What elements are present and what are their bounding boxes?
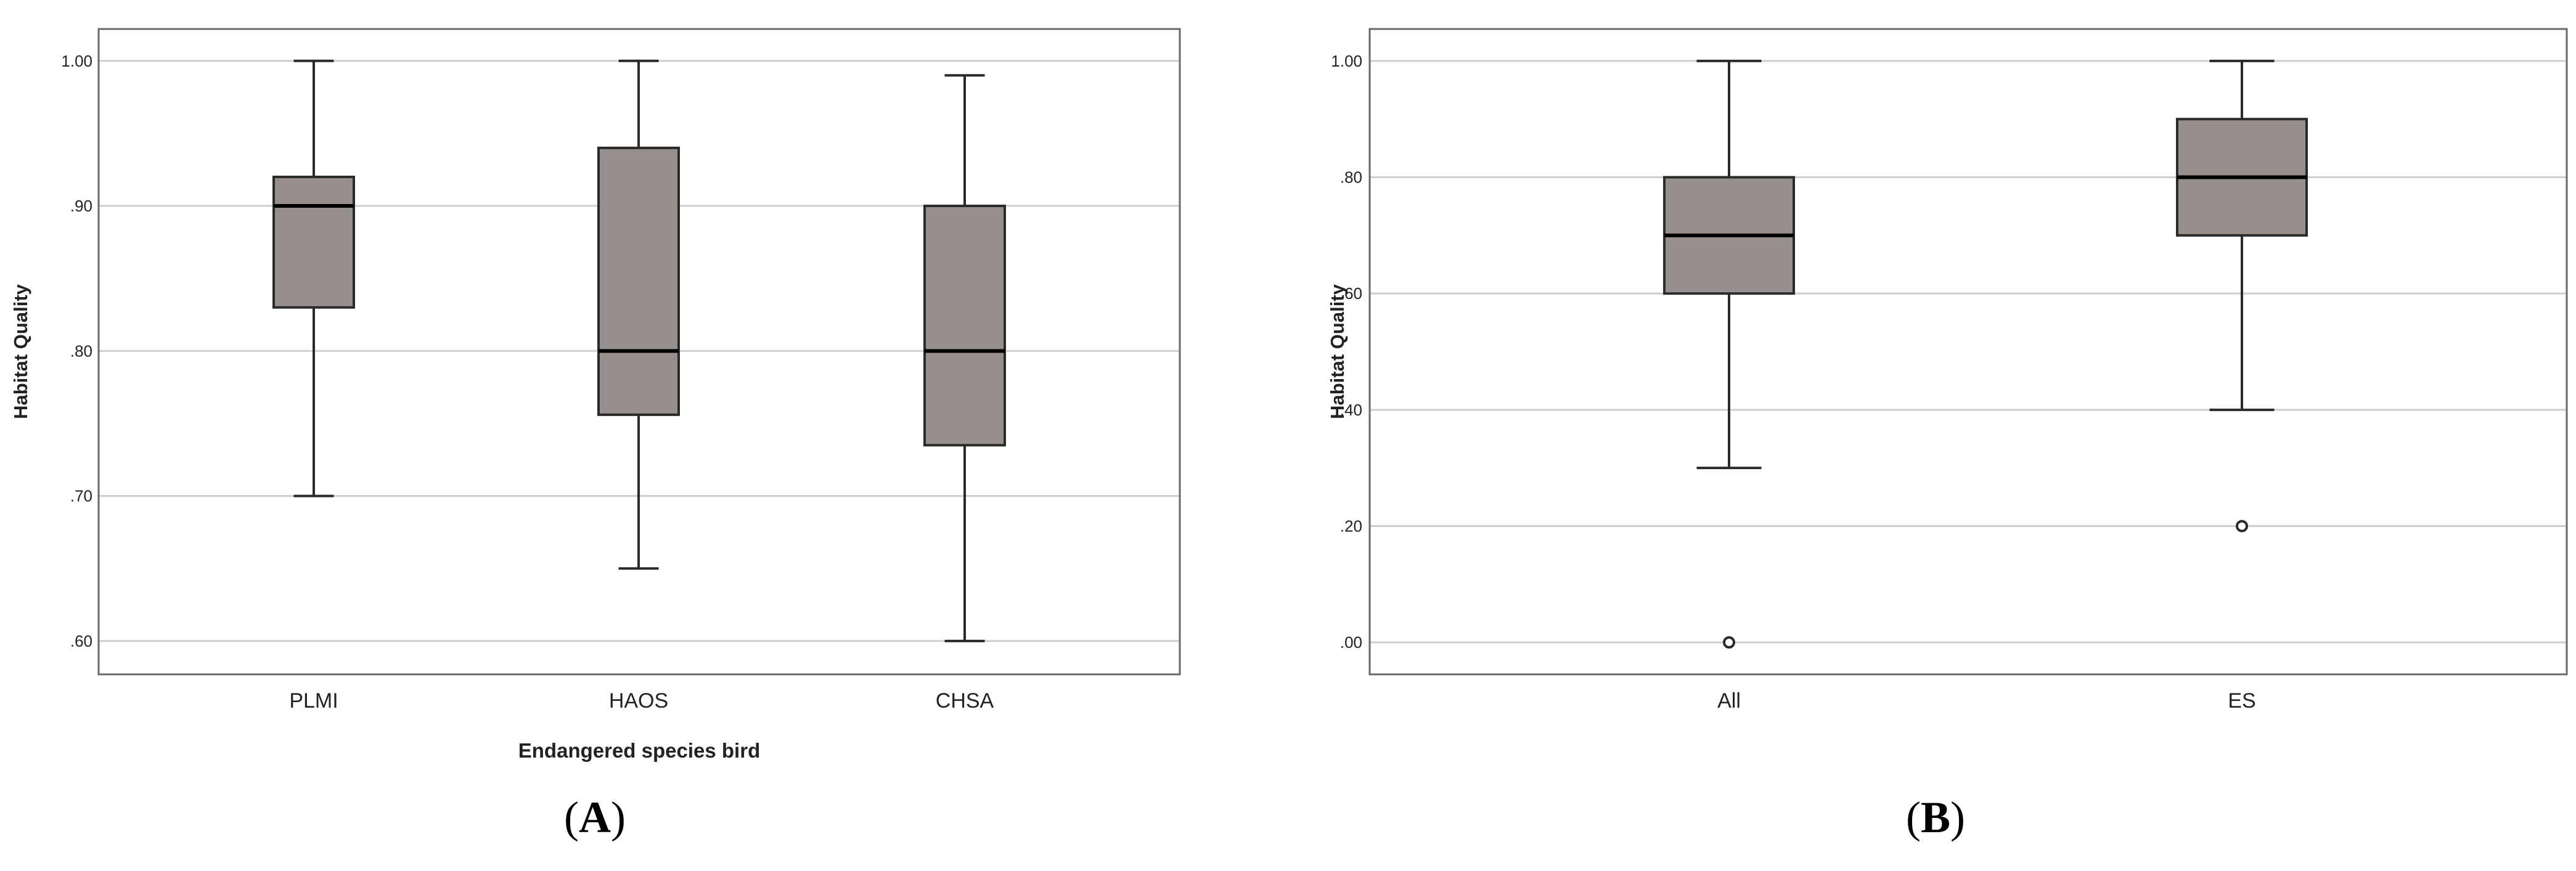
y-tick-label: .60 bbox=[70, 632, 92, 650]
x-tick-label: HAOS bbox=[609, 689, 668, 713]
box-plmi bbox=[272, 175, 355, 309]
y-tick-label: .60 bbox=[1340, 284, 1362, 303]
y-tick-label: .80 bbox=[1340, 168, 1362, 187]
y-axis-title: Habitat Quality bbox=[10, 284, 31, 419]
panel-label-close-paren: ) bbox=[1950, 793, 1965, 842]
y-tick-label: .40 bbox=[1340, 401, 1362, 419]
panel-label-letter: B bbox=[1921, 793, 1950, 842]
x-tick-label: All bbox=[1717, 689, 1741, 713]
y-tick-label: .20 bbox=[1340, 517, 1362, 535]
y-tick-label: 1.00 bbox=[1331, 52, 1362, 70]
panel-label-letter: A bbox=[579, 793, 611, 842]
panel-label-close-paren: ) bbox=[611, 793, 626, 842]
y-tick-label: .70 bbox=[70, 487, 92, 505]
plot-frame bbox=[1368, 28, 2568, 676]
x-tick-label: ES bbox=[2228, 689, 2255, 713]
panel-label: (B) bbox=[1906, 793, 1965, 842]
box-chsa bbox=[923, 205, 1006, 447]
x-axis-title: Endangered species bird bbox=[518, 739, 760, 762]
panel-label: (A) bbox=[564, 793, 626, 842]
plot-frame bbox=[97, 28, 1181, 676]
x-tick-label: PLMI bbox=[289, 689, 338, 713]
y-tick-label: 1.00 bbox=[61, 52, 92, 70]
panel-label-open-paren: ( bbox=[1906, 793, 1921, 842]
x-tick-label: CHSA bbox=[936, 689, 994, 713]
y-tick-label: .90 bbox=[70, 197, 92, 215]
y-tick-label: .80 bbox=[70, 341, 92, 360]
outlier-point bbox=[1723, 636, 1735, 649]
y-tick-label: .00 bbox=[1340, 633, 1362, 652]
outlier-point bbox=[2236, 520, 2248, 533]
box-haos bbox=[597, 146, 680, 416]
panel-label-open-paren: ( bbox=[564, 793, 579, 842]
y-axis-title: Habitat Quality bbox=[1327, 284, 1348, 419]
